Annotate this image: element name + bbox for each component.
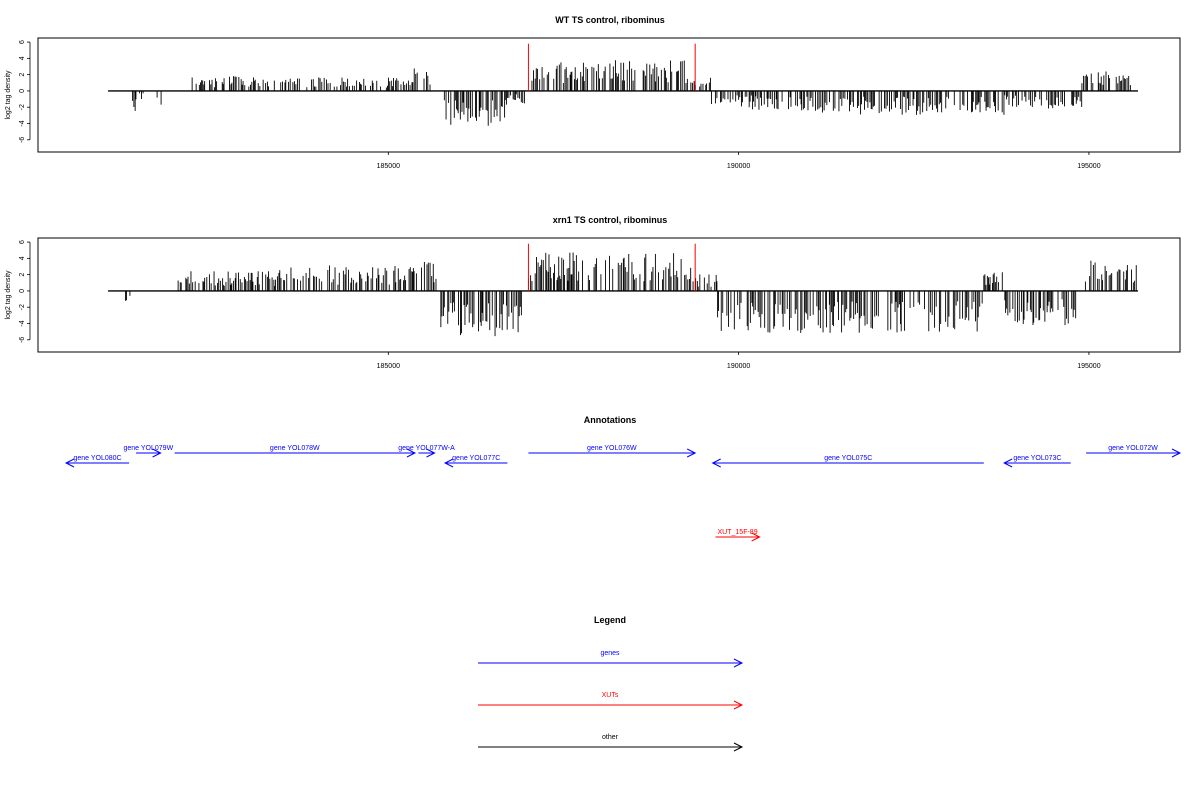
x-axis: 185000 190000 195000 bbox=[377, 152, 1101, 170]
panel-title: xrn1 TS control, ribominus bbox=[553, 215, 668, 225]
y-tick-label: 4 bbox=[19, 256, 26, 260]
y-tick-label: -4 bbox=[19, 320, 26, 326]
legend-label: genes bbox=[600, 650, 620, 657]
density-bars bbox=[108, 252, 1138, 337]
plot-frame bbox=[37, 37, 1181, 153]
y-tick-label: 0 bbox=[19, 89, 26, 93]
y-axis: 6 4 2 0 -2 -4 -6 bbox=[19, 40, 31, 143]
y-tick-label: -6 bbox=[19, 137, 26, 143]
legend-title: Legend bbox=[594, 615, 626, 625]
feature-label: gene YOL077C bbox=[452, 455, 500, 462]
y-tick-label: 6 bbox=[19, 40, 26, 44]
x-tick-label: 190000 bbox=[727, 363, 750, 370]
feature-label: gene YOL079W bbox=[124, 445, 174, 452]
legend-item-xuts: XUTs bbox=[478, 692, 744, 710]
wt-density-panel: WT TS control, ribominus log2 tag densit… bbox=[5, 15, 1181, 170]
y-tick-label: -2 bbox=[19, 104, 26, 110]
y-tick-label: -6 bbox=[19, 337, 26, 343]
feature-label: gene YOL080C bbox=[73, 455, 121, 462]
gene-feature: gene YOL080C bbox=[64, 455, 130, 468]
y-tick-label: 2 bbox=[19, 273, 26, 277]
y-tick-label: 0 bbox=[19, 289, 26, 293]
gene-feature: gene YOL078W bbox=[174, 445, 417, 458]
feature-label: gene YOL075C bbox=[824, 455, 872, 462]
y-tick-label: -2 bbox=[19, 304, 26, 310]
x-tick-label: 195000 bbox=[1077, 163, 1100, 170]
feature-label: gene YOL073C bbox=[1013, 455, 1061, 462]
density-bars bbox=[108, 60, 1138, 126]
x-tick-label: 185000 bbox=[377, 363, 400, 370]
x-tick-label: 195000 bbox=[1077, 363, 1100, 370]
y-tick-label: 4 bbox=[19, 56, 26, 60]
legend-item-genes: genes bbox=[478, 650, 744, 668]
gene-feature: gene YOL076W bbox=[528, 445, 697, 458]
y-tick-label: 6 bbox=[19, 240, 26, 244]
y-tick-label: 2 bbox=[19, 73, 26, 77]
gene-feature: gene YOL073C bbox=[1003, 455, 1071, 468]
y-tick-label: -4 bbox=[19, 120, 26, 126]
y-axis-label: log2 tag density bbox=[5, 70, 12, 120]
x-tick-label: 190000 bbox=[727, 163, 750, 170]
gene-feature: gene YOL077C bbox=[443, 455, 508, 468]
feature-label: gene YOL077W-A bbox=[398, 445, 455, 452]
annotations-title: Annotations bbox=[584, 415, 637, 425]
legend-label: XUTs bbox=[602, 692, 619, 699]
x-tick-label: 185000 bbox=[377, 163, 400, 170]
legend-label: other bbox=[602, 734, 619, 741]
region-markers bbox=[527, 43, 696, 91]
panel-title: WT TS control, ribominus bbox=[555, 15, 665, 25]
legend-item-other: other bbox=[478, 734, 744, 752]
feature-label: gene YOL076W bbox=[587, 445, 637, 452]
gene-feature: gene YOL072W bbox=[1086, 445, 1182, 458]
x-axis: 185000 190000 195000 bbox=[377, 352, 1101, 370]
legend: Legend genes XUTs other bbox=[478, 615, 744, 752]
feature-label: gene YOL072W bbox=[1108, 445, 1158, 452]
xut-feature: XUT_15F-89 bbox=[715, 529, 761, 542]
xrn1-density-panel: xrn1 TS control, ribominus log2 tag dens… bbox=[5, 215, 1181, 370]
gene-feature: gene YOL077W-A bbox=[398, 445, 455, 458]
y-axis-label: log2 tag density bbox=[5, 270, 12, 320]
region-markers bbox=[527, 243, 696, 291]
feature-label: XUT_15F-89 bbox=[718, 529, 758, 536]
y-axis: 6 4 2 0 -2 -4 -6 bbox=[19, 240, 31, 343]
feature-label: gene YOL078W bbox=[270, 445, 320, 452]
gene-feature: gene YOL079W bbox=[124, 445, 174, 458]
legend-items: genes XUTs other bbox=[478, 650, 744, 752]
plot-frame bbox=[37, 237, 1181, 353]
gene-feature: gene YOL075C bbox=[711, 455, 984, 468]
